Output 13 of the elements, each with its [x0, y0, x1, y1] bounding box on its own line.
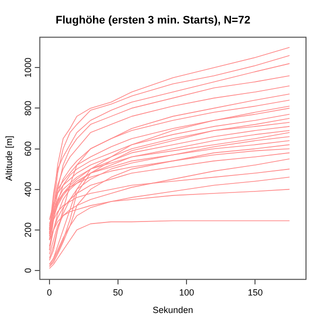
x-tick-label: 0: [46, 287, 52, 298]
y-tick-label: 400: [22, 182, 33, 197]
y-tick-label: 200: [22, 222, 33, 238]
x-tick-label: 100: [179, 287, 194, 298]
y-tick-label: 0: [22, 268, 33, 273]
chart-title: Flughöhe (ersten 3 min. Starts), N=72: [56, 14, 250, 27]
y-tick-label: 800: [22, 100, 33, 116]
x-tick-label: 50: [113, 287, 124, 298]
y-tick-label: 1000: [22, 58, 33, 78]
x-axis-title: Sekunden: [152, 305, 194, 316]
y-tick-label: 600: [22, 141, 33, 156]
y-axis-title: Altitude [m]: [4, 136, 14, 181]
x-tick-label: 150: [248, 287, 263, 298]
